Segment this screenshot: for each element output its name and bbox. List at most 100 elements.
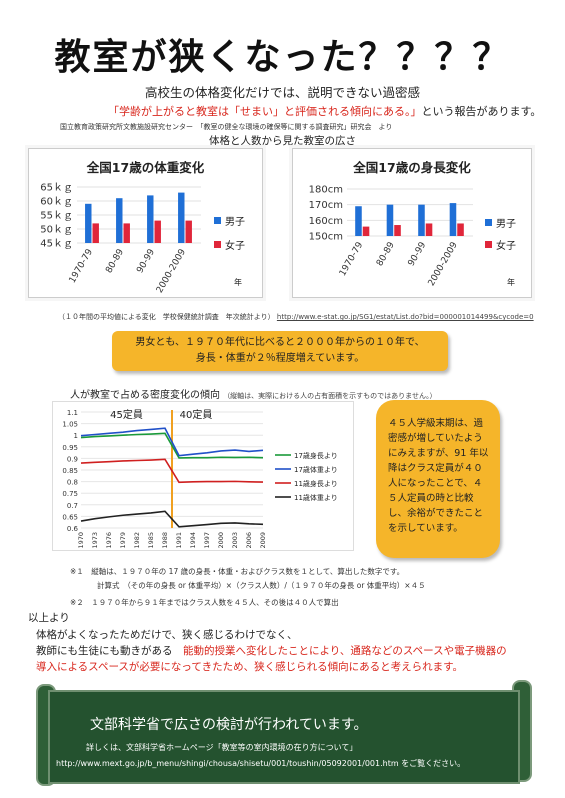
x-tick-label: 1976 bbox=[105, 532, 113, 549]
report-sentence: 「学齢が上がると教室は「せまい」と評価される傾向にある。」という報告があります。 bbox=[108, 103, 541, 119]
conclusion-line-2a: 教師にも生徒にも動きがある bbox=[36, 645, 173, 657]
y-tick-label: 0.95 bbox=[62, 444, 78, 452]
series-line-0 bbox=[80, 432, 264, 459]
bar-male bbox=[355, 206, 362, 236]
bar-male bbox=[178, 192, 185, 243]
footnote-1-text: 縦軸は、１９７０年の 17 歳の身長・体重・およびクラス数を１として、算出した数… bbox=[91, 567, 405, 576]
y-tick-label: 0.65 bbox=[62, 513, 78, 521]
y-tick-label: 0.9 bbox=[67, 455, 78, 463]
x-tick-label: 2000 bbox=[217, 532, 225, 549]
y-tick-label: 0.8 bbox=[67, 479, 78, 487]
legend-female: 女子 bbox=[485, 237, 516, 252]
highlight-line-1: 男女とも、１９７０年代に比べると２０００年からの１０年で、 bbox=[135, 337, 425, 348]
legend-label-0: 17歳身長より bbox=[294, 451, 338, 460]
line-chart-note: （縦軸は、実際における人の占有面積を示すものではありません。） bbox=[223, 392, 437, 400]
x-tick-label: 90-99 bbox=[135, 247, 157, 275]
conclusion-line-2: 教師にも生徒にも動きがある 能動的授業へ変化したことにより、通路などのスペースや… bbox=[36, 643, 507, 658]
bar-female bbox=[457, 223, 464, 236]
y-tick-label: 65ｋｇ bbox=[40, 182, 73, 194]
y-tick-label: 0.6 bbox=[67, 525, 79, 533]
bar-female bbox=[362, 226, 370, 236]
y-tick-label: 45ｋｇ bbox=[40, 238, 73, 250]
source-note-2-text: （１０年間の平均値による変化 学校保健統計調査 年次統計より） bbox=[58, 313, 275, 321]
bar-male bbox=[147, 195, 154, 243]
banner-url[interactable]: http://www.mext.go.jp/b_menu/shingi/chou… bbox=[56, 759, 399, 768]
source-note-1: 国立教育政策研究所文教施設研究センター 「教室の健全な環境の確保等に関する調査研… bbox=[60, 123, 393, 131]
x-tick-label: 80-89 bbox=[104, 247, 126, 275]
x-tick-label: 1982 bbox=[133, 532, 141, 549]
series-line-1 bbox=[80, 427, 264, 457]
height-chart: 全国17歳の身長変化 180cm 170cm 160cm 150cm 1970-79 80… bbox=[292, 148, 532, 298]
page-title: 教室が狭くなった？？？？ bbox=[54, 37, 511, 78]
bar-female bbox=[92, 223, 99, 243]
x-axis-label: 年 bbox=[507, 278, 515, 287]
section-heading: 体格と人数から見た教室の広さ bbox=[209, 135, 356, 147]
legend-male: 男子 bbox=[214, 213, 245, 228]
legend-label-3: 11歳体重より bbox=[294, 493, 338, 502]
chart-title: 全国17歳の体重変化 bbox=[86, 160, 205, 175]
x-axis-label: 年 bbox=[234, 278, 242, 287]
banner-link-line: http://www.mext.go.jp/b_menu/shingi/chou… bbox=[56, 758, 465, 769]
bar-female bbox=[425, 223, 433, 236]
formula: 計算式 （その年の身長 or 体重平均）×（クラス人数）/（１９７０年の身長 o… bbox=[97, 581, 426, 590]
x-tick-label: 90-99 bbox=[407, 240, 429, 268]
x-tick-label: 1997 bbox=[203, 532, 211, 549]
line-chart-title: 人が教室で占める密度変化の傾向 bbox=[70, 390, 220, 401]
banner-headline: 文部科学省で広さの検討が行われています。 bbox=[90, 717, 368, 733]
bar-male bbox=[386, 204, 394, 236]
footnote-1: ※１ 縦軸は、１９７０年の 17 歳の身長・体重・およびクラス数を１として、算出… bbox=[70, 566, 404, 577]
x-tick-label: 2000-2009 bbox=[427, 240, 460, 288]
x-tick-label: 1970-79 bbox=[68, 247, 96, 285]
chart-title: 全国17歳の身長変化 bbox=[353, 160, 471, 175]
legend-swatch-male bbox=[214, 217, 221, 224]
density-chart-plot: 1.1 1.05 1 0.95 0.9 0.85 0.8 0.75 0.7 0.65 0.61970… bbox=[62, 408, 338, 549]
footnote-1-mark: ※１ bbox=[70, 567, 84, 576]
x-tick-label: 1988 bbox=[161, 532, 169, 549]
bar-female bbox=[185, 220, 192, 243]
legend-label-2: 11歳身長より bbox=[294, 479, 338, 488]
x-tick-label: 1970-79 bbox=[338, 240, 366, 278]
y-tick-label: 1.1 bbox=[67, 409, 78, 417]
annotation-40: 40定員 bbox=[180, 408, 213, 421]
bar-female bbox=[123, 223, 130, 243]
source-link[interactable]: http://www.e-stat.go.jp/SG1/estat/List.d… bbox=[276, 313, 534, 321]
x-tick-label: 2009 bbox=[259, 532, 267, 549]
y-tick-label: 150cm bbox=[309, 232, 343, 243]
y-tick-label: 0.85 bbox=[62, 467, 78, 475]
subtitle: 高校生の体格変化だけでは、説明できない過密感 bbox=[144, 85, 420, 100]
bar-female bbox=[394, 225, 401, 236]
weight-chart: 全国17歳の体重変化 65ｋｇ 60ｋｇ 55ｋｇ 50ｋｇ 45ｋｇ 1970-79 80… bbox=[28, 148, 263, 298]
footnote-2-mark: ※２ bbox=[70, 598, 84, 607]
line-chart-heading: 人が教室で占める密度変化の傾向 （縦軸は、実際における人の占有面積を示すものでは… bbox=[70, 386, 436, 401]
y-tick-label: 0.75 bbox=[62, 490, 78, 498]
x-tick-label: 80-89 bbox=[375, 240, 397, 268]
legend-female-label: 女子 bbox=[225, 241, 245, 252]
density-chart: 1.1 1.05 1 0.95 0.9 0.85 0.8 0.75 0.7 0.65 0.6 1970… bbox=[52, 401, 354, 551]
footnote-2-text: １９７０年から９１年まではクラス人数を４５人、その後は４０人で算出 bbox=[91, 598, 339, 607]
legend-male-label: 男子 bbox=[225, 217, 245, 228]
y-tick-label: 50ｋｇ bbox=[40, 224, 73, 236]
x-tick-label: 1985 bbox=[147, 532, 155, 549]
bar-male bbox=[116, 198, 123, 243]
legend-female-label: 女子 bbox=[496, 241, 516, 252]
legend-swatch-male bbox=[485, 219, 492, 226]
bar-male bbox=[85, 203, 92, 243]
y-tick-label: 170cm bbox=[309, 200, 343, 211]
report-rest: という報告があります。 bbox=[421, 105, 542, 118]
y-tick-label: 1 bbox=[74, 432, 78, 440]
legend-male-label: 男子 bbox=[496, 219, 516, 230]
legend-female: 女子 bbox=[214, 237, 245, 252]
footnote-2: ※２ １９７０年から９１年まではクラス人数を４５人、その後は４０人で算出 bbox=[70, 597, 339, 608]
y-tick-label: 160cm bbox=[309, 216, 343, 227]
legend-swatch-female bbox=[485, 241, 492, 248]
y-tick-label: 0.7 bbox=[67, 502, 78, 510]
x-tick-label: 1979 bbox=[119, 532, 127, 549]
x-tick-label: 1994 bbox=[189, 532, 197, 549]
legend-swatch-female bbox=[214, 241, 221, 248]
conclusion-line-3: 導入によるスペースが必要になってきたため、狭く感じられる傾向にあると考えられます… bbox=[36, 661, 464, 673]
conclusion-line-1: 体格がよくなったためだけで、狭く感じるわけでなく、 bbox=[36, 629, 298, 641]
annotation-45: 45定員 bbox=[110, 408, 143, 421]
highlight-line-2: 身長・体重が２％程度増えています。 bbox=[195, 353, 365, 364]
banner-url-suffix: をご覧ください。 bbox=[401, 759, 466, 768]
